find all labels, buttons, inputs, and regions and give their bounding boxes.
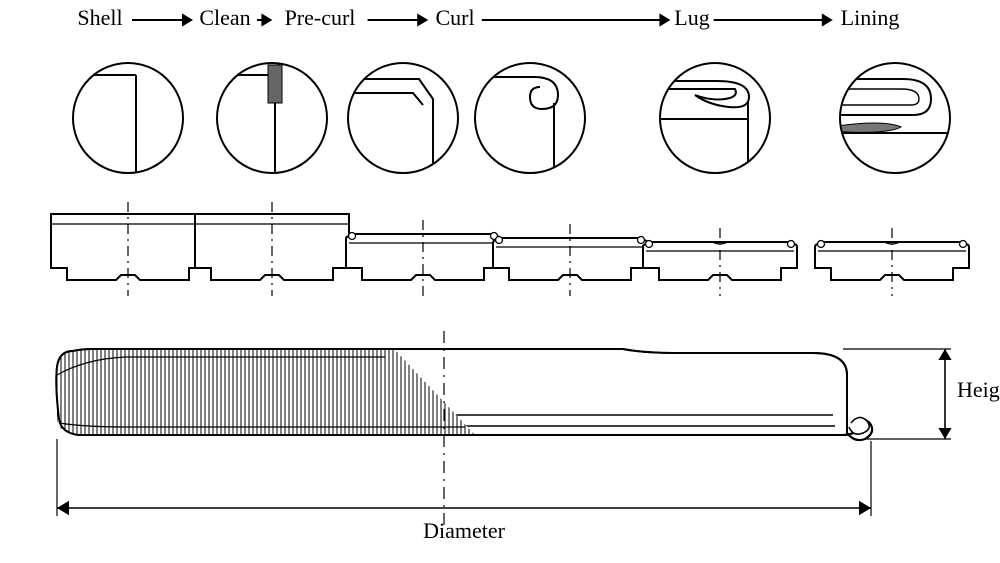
- magnifier-circle: [73, 63, 183, 173]
- cap-shape-lug: [643, 228, 797, 296]
- cap-shape-shell: [51, 202, 205, 296]
- label-height: Height: [957, 377, 1000, 402]
- magnifier-circle: [475, 63, 585, 173]
- magnifier-precurl: [348, 79, 433, 185]
- step-label: Curl: [435, 5, 474, 30]
- step-label: Lining: [841, 5, 900, 30]
- cap-shape-curl: [493, 224, 647, 296]
- cross-section: [56, 349, 951, 516]
- step-label: Shell: [77, 5, 122, 30]
- label-diameter: Diameter: [423, 518, 506, 543]
- magnifier-curl: [475, 77, 558, 185]
- magnifier-lining: [830, 79, 950, 133]
- step-label: Clean: [199, 5, 250, 30]
- cap-shape-lining: [815, 228, 969, 296]
- cap-shape-precurl: [346, 220, 500, 296]
- step-label: Pre-curl: [285, 5, 356, 30]
- cap-shape-clean: [195, 202, 349, 296]
- magnifier-clean: [217, 65, 282, 185]
- step-label: Lug: [674, 5, 709, 30]
